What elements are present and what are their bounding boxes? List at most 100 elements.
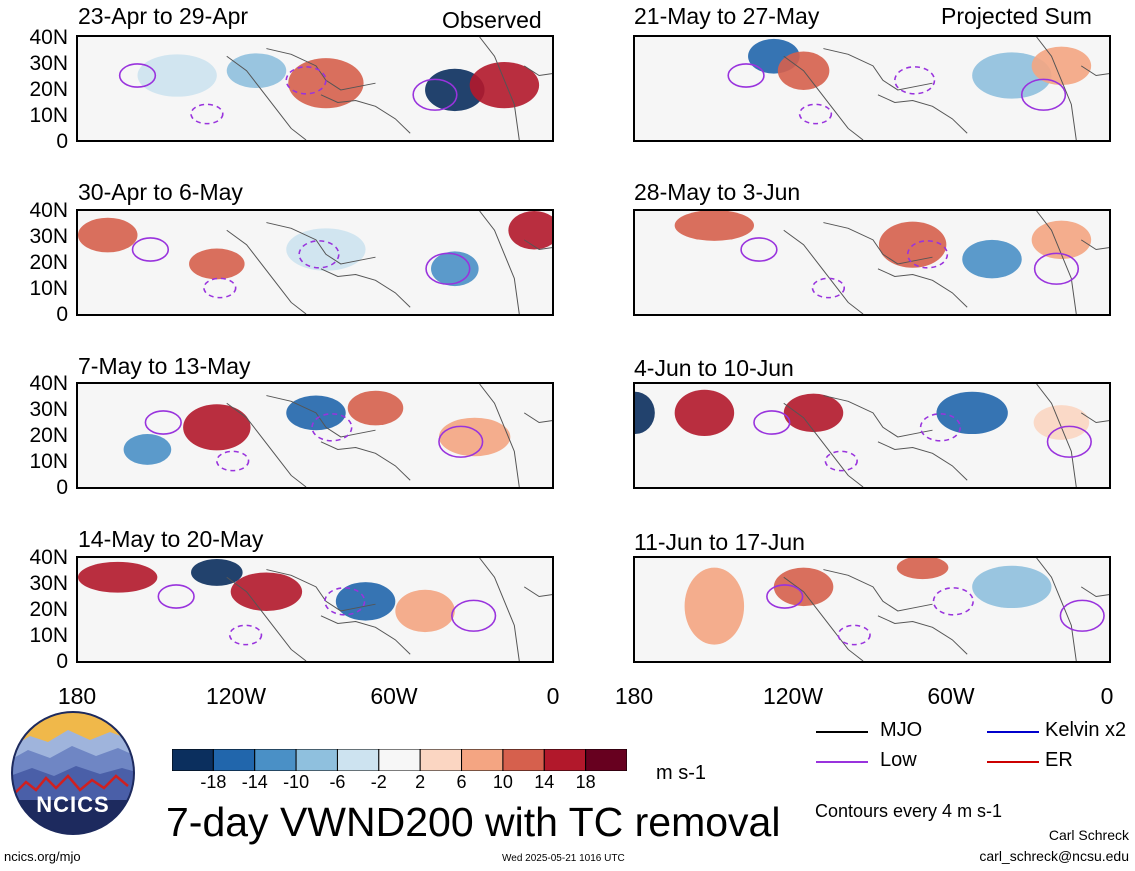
anomaly-shading xyxy=(1031,220,1092,260)
anomaly-shading xyxy=(123,434,172,465)
lon-label: 180 xyxy=(57,683,97,709)
coastline xyxy=(226,576,307,661)
anomaly-shading xyxy=(137,54,217,97)
coastline xyxy=(479,384,520,487)
coastline xyxy=(877,94,968,134)
lat-label: 40N xyxy=(29,372,68,395)
coastline xyxy=(479,37,520,140)
low-contour xyxy=(837,624,871,646)
author-email[interactable]: carl_schreck@ncsu.edu xyxy=(979,848,1129,864)
colorbar-tick-label: 14 xyxy=(534,772,555,792)
projected-header: Projected Sum xyxy=(941,3,1092,29)
anomaly-shading xyxy=(78,217,138,253)
anomaly-shading xyxy=(783,393,844,433)
coastline xyxy=(1080,65,1109,77)
colorbar-swatch xyxy=(502,749,545,771)
coastline xyxy=(877,615,968,655)
colorbar-tick-label: -10 xyxy=(283,772,310,792)
colorbar-swatch xyxy=(378,749,421,771)
low-contour xyxy=(203,277,237,299)
coastline xyxy=(1080,239,1109,251)
coastline xyxy=(783,55,864,140)
legend-label-er: ER xyxy=(1045,749,1073,771)
coastline xyxy=(266,569,376,612)
low-contour xyxy=(285,66,327,95)
low-contour xyxy=(298,240,340,269)
map-panel xyxy=(633,382,1111,489)
legend-swatch-low xyxy=(816,761,868,763)
coastline xyxy=(523,586,552,598)
lat-label: 40N xyxy=(29,546,68,569)
colorbar-swatch xyxy=(172,749,214,771)
lat-label: 0 xyxy=(56,650,68,673)
anomaly-shading xyxy=(469,62,540,109)
panel-title: 7-May to 13-May xyxy=(78,353,251,379)
colorbar-tick-label: 2 xyxy=(415,772,426,792)
anomaly-shading xyxy=(438,417,511,457)
panel-title: 30-Apr to 6-May xyxy=(78,179,243,205)
lat-label: 40N xyxy=(29,199,68,222)
anomaly-shading xyxy=(189,248,245,280)
coastline xyxy=(823,48,933,91)
low-contour xyxy=(1020,78,1067,111)
colorbar-swatch xyxy=(543,749,587,771)
coastline xyxy=(226,402,307,487)
panel-title: 21-May to 27-May xyxy=(634,3,820,29)
anomaly-shading xyxy=(972,565,1052,609)
lon-label: 0 xyxy=(1100,683,1114,709)
low-contour xyxy=(727,63,765,88)
low-contour xyxy=(412,78,458,111)
anomaly-shading xyxy=(896,558,949,580)
lat-label: 30N xyxy=(29,398,68,421)
timestamp: Wed 2025-05-21 1016 UTC xyxy=(502,853,625,864)
contour-note: Contours every 4 m s-1 xyxy=(815,801,1003,821)
colorbar-tick-label: 6 xyxy=(456,772,467,792)
anomaly-shading xyxy=(684,567,745,645)
low-contour xyxy=(1059,599,1105,632)
map-panel xyxy=(76,35,554,142)
legend-swatch-mjo xyxy=(816,731,868,733)
lat-label: 20N xyxy=(29,78,68,101)
low-contour xyxy=(798,103,833,125)
ncics-logo: NCICS xyxy=(10,710,136,836)
coastline xyxy=(479,558,520,661)
coastline xyxy=(783,229,864,314)
anomaly-shading xyxy=(183,404,251,451)
lon-label: 120W xyxy=(762,683,824,709)
anomaly-shading xyxy=(335,582,396,621)
panel-title: 11-Jun to 17-Jun xyxy=(634,529,805,555)
colorbar-swatch xyxy=(419,749,463,771)
map-panel xyxy=(633,556,1111,663)
low-contour xyxy=(451,599,497,632)
coastline xyxy=(1080,586,1109,598)
anomaly-shading xyxy=(395,589,455,633)
coastline xyxy=(1080,412,1109,424)
lat-label: 30N xyxy=(29,572,68,595)
website-link[interactable]: ncics.org/mjo xyxy=(4,849,81,864)
colorbar-swatches xyxy=(172,749,627,771)
low-contour xyxy=(438,425,484,458)
coastline xyxy=(783,402,864,487)
colorbar-tick-label: -2 xyxy=(370,772,387,792)
low-contour xyxy=(190,103,224,125)
coastline xyxy=(479,211,520,314)
panel-title: 28-May to 3-Jun xyxy=(634,179,801,205)
coastline xyxy=(1036,558,1077,661)
anomaly-shading xyxy=(431,251,479,287)
lat-label: 30N xyxy=(29,225,68,248)
low-contour xyxy=(740,237,778,262)
lat-label: 0 xyxy=(56,303,68,326)
map-panel xyxy=(633,35,1111,142)
legend-label-mjo: MJO xyxy=(880,719,923,741)
lat-label: 10N xyxy=(29,624,68,647)
lat-label: 40N xyxy=(29,26,68,49)
coastline xyxy=(320,615,411,655)
low-contour xyxy=(824,450,858,472)
map-panel xyxy=(76,382,554,489)
low-contour xyxy=(932,587,974,616)
anomaly-shading xyxy=(936,391,1008,435)
anomaly-shading xyxy=(635,391,655,435)
low-contour xyxy=(753,410,791,435)
anomaly-shading xyxy=(347,390,404,426)
colorbar-swatch xyxy=(461,749,504,771)
